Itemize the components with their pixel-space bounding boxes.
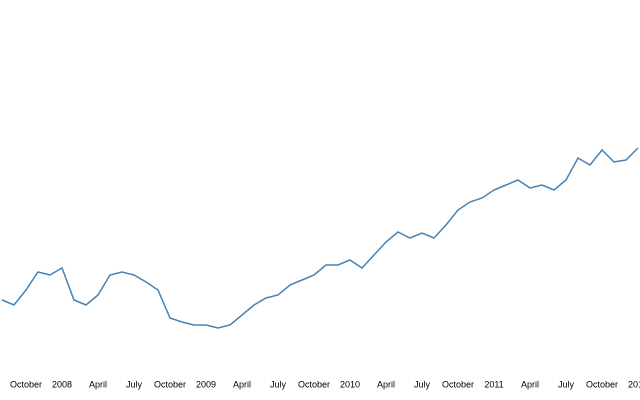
x-tick-label: 2009 [196, 379, 216, 389]
x-tick-label: October [10, 379, 42, 389]
x-tick-label: October [154, 379, 186, 389]
x-tick-label: July [558, 379, 575, 389]
x-tick-label: April [89, 379, 107, 389]
x-tick-label: October [586, 379, 618, 389]
line [1, 147, 639, 329]
x-tick-label: 2011 [484, 379, 503, 389]
x-tick-label: 2012 [628, 379, 640, 389]
x-tick-label: 2010 [340, 379, 360, 389]
x-tick-label: October [298, 379, 330, 389]
x-tick-label: July [270, 379, 287, 389]
x-tick-label: October [442, 379, 474, 389]
x-tick-label: July [414, 379, 431, 389]
x-tick-label: April [377, 379, 395, 389]
x-tick-label: 2008 [52, 379, 72, 389]
x-tick-label: April [233, 379, 251, 389]
x-tick-label: July [126, 379, 143, 389]
x-tick-label: April [521, 379, 539, 389]
